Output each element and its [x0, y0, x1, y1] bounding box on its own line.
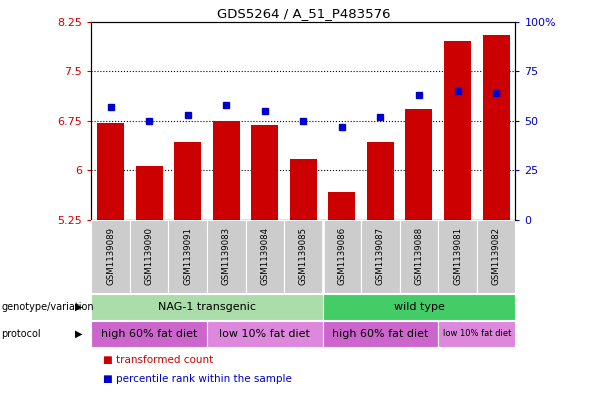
Bar [252, 125, 278, 220]
Text: GSM1139091: GSM1139091 [183, 228, 192, 285]
Bar [323, 294, 515, 320]
Text: high 60% fat diet: high 60% fat diet [101, 329, 197, 339]
Text: low 10% fat diet: low 10% fat diet [219, 329, 310, 339]
Bar [207, 321, 323, 347]
Text: NAG-1 transgenic: NAG-1 transgenic [158, 302, 256, 312]
Bar [246, 220, 284, 293]
Bar [91, 220, 130, 293]
Text: ■ transformed count: ■ transformed count [103, 354, 213, 365]
Text: protocol: protocol [1, 329, 41, 339]
Text: GSM1139086: GSM1139086 [337, 228, 346, 285]
Text: GSM1139083: GSM1139083 [221, 228, 231, 285]
Bar [97, 123, 124, 220]
Bar [477, 220, 515, 293]
Bar [168, 220, 207, 293]
Bar [329, 192, 355, 220]
Bar [367, 142, 394, 220]
Text: GSM1139081: GSM1139081 [453, 228, 462, 285]
Text: GSM1139089: GSM1139089 [106, 228, 115, 285]
Bar [130, 220, 168, 293]
Text: GSM1139084: GSM1139084 [260, 228, 269, 285]
Text: wild type: wild type [393, 302, 445, 312]
Text: GSM1139087: GSM1139087 [376, 228, 385, 285]
Title: GDS5264 / A_51_P483576: GDS5264 / A_51_P483576 [217, 7, 390, 20]
Text: GSM1139082: GSM1139082 [492, 228, 501, 285]
Bar [207, 220, 246, 293]
Text: ■ percentile rank within the sample: ■ percentile rank within the sample [103, 374, 292, 384]
Text: GSM1139090: GSM1139090 [145, 228, 154, 285]
Bar [482, 35, 509, 220]
Text: low 10% fat diet: low 10% fat diet [443, 329, 511, 338]
Text: ▶: ▶ [75, 329, 82, 339]
Bar [91, 294, 323, 320]
Bar [323, 220, 361, 293]
Bar [405, 109, 432, 220]
Bar [438, 220, 477, 293]
Bar [400, 220, 438, 293]
Bar [91, 321, 207, 347]
Bar [174, 142, 201, 220]
Bar [361, 220, 400, 293]
Bar [135, 166, 163, 220]
Bar [444, 41, 471, 220]
Text: GSM1139085: GSM1139085 [299, 228, 308, 285]
Bar [213, 121, 240, 220]
Text: GSM1139088: GSM1139088 [415, 228, 423, 285]
Text: high 60% fat diet: high 60% fat diet [332, 329, 429, 339]
Bar [438, 321, 515, 347]
Text: genotype/variation: genotype/variation [1, 302, 94, 312]
Text: ▶: ▶ [75, 302, 82, 312]
Bar [323, 321, 438, 347]
Bar [290, 159, 317, 220]
Bar [284, 220, 323, 293]
